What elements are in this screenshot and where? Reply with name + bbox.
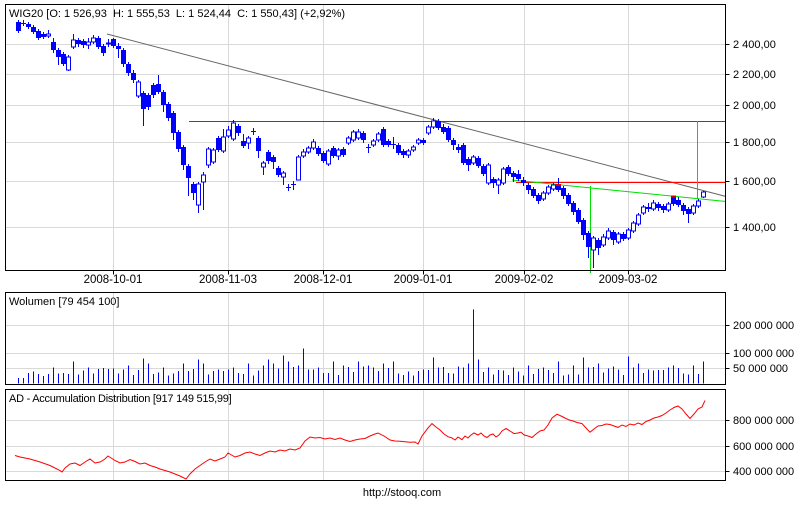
- svg-text:800 000 000: 800 000 000: [733, 415, 794, 427]
- svg-text:2 000,00: 2 000,00: [733, 100, 776, 112]
- svg-text:AD - Accumulation Distribution: AD - Accumulation Distribution [917 149 …: [9, 393, 232, 405]
- svg-text:2 400,00: 2 400,00: [733, 39, 776, 51]
- svg-text:2 200,00: 2 200,00: [733, 69, 776, 81]
- svg-text:2008-12-01: 2008-12-01: [294, 274, 353, 286]
- svg-text:400 000 000: 400 000 000: [733, 466, 794, 478]
- svg-text:50 000 000: 50 000 000: [733, 363, 788, 375]
- svg-text:200 000 000: 200 000 000: [733, 320, 794, 332]
- svg-text:2009-03-02: 2009-03-02: [599, 274, 658, 286]
- svg-text:http://stooq.com: http://stooq.com: [363, 487, 441, 499]
- svg-text:Wolumen [79 454 100]: Wolumen [79 454 100]: [9, 296, 119, 308]
- svg-text:600 000 000: 600 000 000: [733, 441, 794, 453]
- svg-text:1 800,00: 1 800,00: [733, 137, 776, 149]
- svg-text:1 600,00: 1 600,00: [733, 176, 776, 188]
- svg-text:2009-01-01: 2009-01-01: [394, 274, 453, 286]
- svg-text:2008-10-01: 2008-10-01: [84, 274, 143, 286]
- svg-text:2008-11-03: 2008-11-03: [199, 274, 257, 286]
- svg-text:2009-02-02: 2009-02-02: [495, 274, 554, 286]
- svg-text:100 000 000: 100 000 000: [733, 348, 794, 360]
- svg-text:1 400,00: 1 400,00: [733, 222, 776, 234]
- svg-text:WIG20 [O: 1 526,93 H: 1 555,5: WIG20 [O: 1 526,93 H: 1 555,53 L: 1 524,…: [9, 8, 345, 20]
